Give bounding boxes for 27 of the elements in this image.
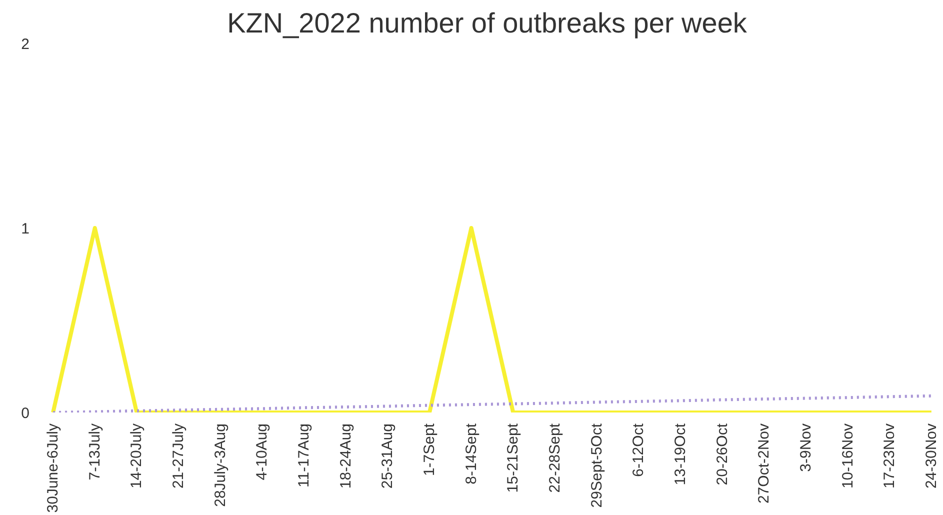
x-tick-label: 20-26Oct <box>714 422 731 486</box>
y-tick-label: 2 <box>21 36 30 53</box>
x-tick-label: 22-28Sept <box>546 422 564 493</box>
x-tick-label: 6-12Oct <box>630 422 648 477</box>
x-tick-label: 10-16Nov <box>839 423 856 489</box>
x-tick-label: 25-31Aug <box>379 423 396 489</box>
x-tick-label: 24-30Nov <box>922 423 940 489</box>
y-tick-label: 0 <box>21 405 30 422</box>
x-tick-label: 11-17Aug <box>296 423 313 488</box>
x-tick-label: 7-13July <box>86 423 104 480</box>
x-tick-label: 29Sept-5Oct <box>588 422 606 508</box>
chart-title: KZN_2022 number of outbreaks per week <box>227 8 748 38</box>
x-tick-label: 17-23Nov <box>881 423 898 489</box>
x-tick-label: 1-7Sept <box>420 422 438 476</box>
x-tick-label: 28July-3Aug <box>212 423 229 507</box>
line-series <box>52 394 933 412</box>
x-tick-label: 21-27July <box>170 423 188 489</box>
x-tick-label: 27Oct-2Nov <box>756 423 773 504</box>
x-tick-label: 13-19Oct <box>672 422 689 486</box>
x-tick-label: 3-9Nov <box>797 423 814 472</box>
x-tick-label: 15-21Sept <box>504 422 522 493</box>
x-tick-label: 14-20July <box>128 423 146 489</box>
y-tick-label: 1 <box>21 220 30 238</box>
x-tick-label: 30June-6July <box>44 423 62 513</box>
x-tick-label: 8-14Sept <box>462 422 480 484</box>
x-tick-label: 18-24Aug <box>337 423 354 489</box>
x-tick-label: 4-10Aug <box>254 423 271 480</box>
